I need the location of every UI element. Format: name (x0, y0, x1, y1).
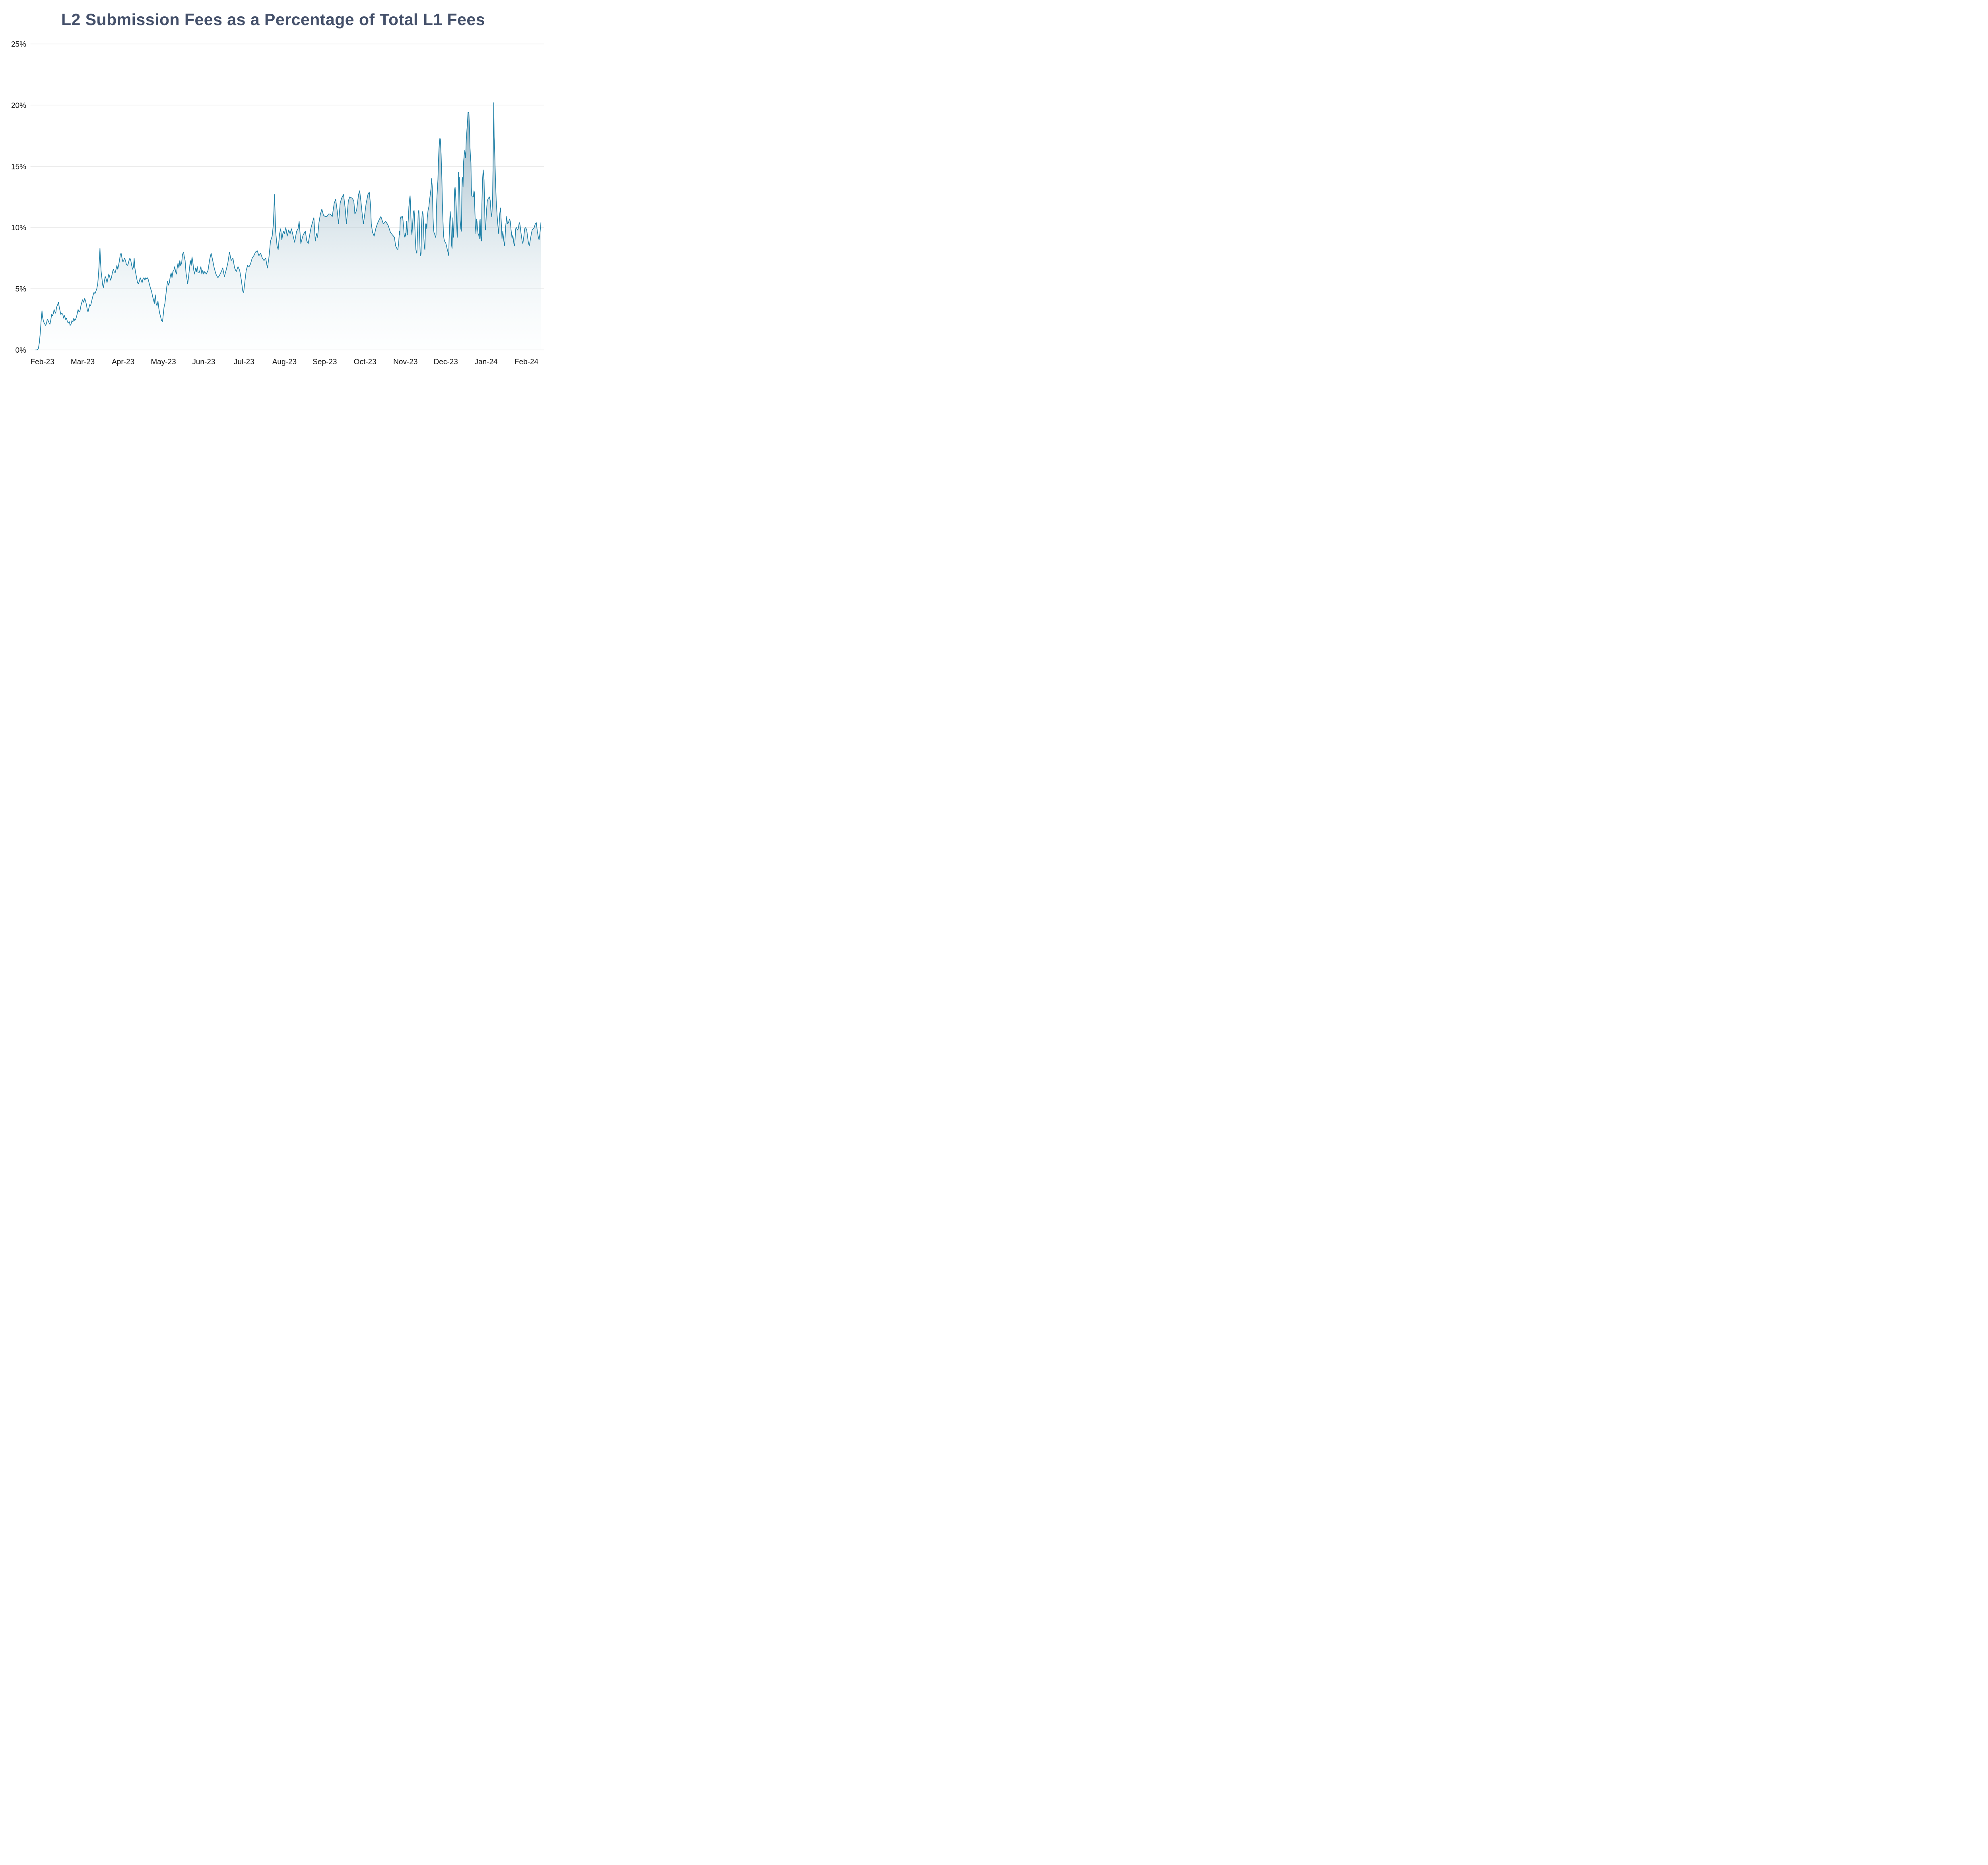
x-axis-label-jan-24: Jan-24 (475, 358, 498, 366)
x-axis-label-jul-23: Jul-23 (234, 358, 254, 366)
y-axis-label-5: 5% (16, 285, 27, 293)
page-title: L2 Submission Fees as a Percentage of To… (61, 10, 485, 29)
y-axis-label-10: 10% (11, 224, 26, 232)
y-axis-label-15: 15% (11, 163, 26, 171)
x-axis-label-oct-23: Oct-23 (354, 358, 377, 366)
y-axis-label-0: 0% (16, 346, 27, 355)
series-line (35, 102, 542, 350)
x-axis-label-may-23: May-23 (151, 358, 176, 366)
series-area-fill (36, 103, 541, 350)
x-axis-label-jun-23: Jun-23 (192, 358, 215, 366)
x-axis-label-feb-24: Feb-24 (514, 358, 539, 366)
x-axis-label-apr-23: Apr-23 (112, 358, 134, 366)
chart-page: L2 Submission Fees as a Percentage of To… (0, 0, 546, 373)
x-axis-label-sep-23: Sep-23 (313, 358, 337, 366)
x-axis-label-feb-23: Feb-23 (30, 358, 54, 366)
x-axis-label-mar-23: Mar-23 (71, 358, 95, 366)
y-axis-label-25: 25% (11, 41, 26, 49)
x-axis-label-dec-23: Dec-23 (434, 358, 458, 366)
x-axis-label-nov-23: Nov-23 (393, 358, 417, 366)
fees-chart: 0% 5% 10% 15% 20% 25% Feb-23 Mar-23 Apr-23 May-23… (11, 41, 544, 366)
x-axis-label-aug-23: Aug-23 (272, 358, 297, 366)
y-axis-label-20: 20% (11, 101, 26, 110)
